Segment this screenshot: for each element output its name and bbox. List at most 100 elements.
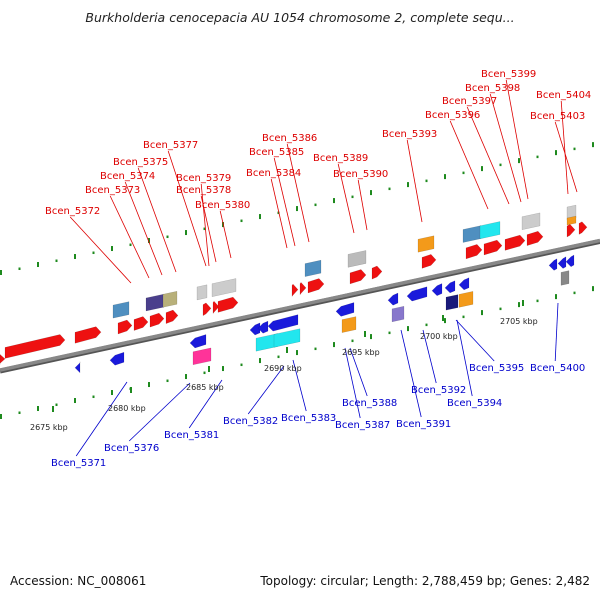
track-tick — [573, 147, 576, 151]
track-tick — [462, 171, 465, 175]
gene-label: Bcen_5380 — [195, 200, 250, 211]
gene-box — [391, 305, 405, 323]
track-tick — [333, 198, 335, 204]
track-tick — [111, 390, 113, 396]
leader-line — [286, 143, 310, 243]
gene-arrow — [217, 296, 239, 313]
gene-label: Bcen_5390 — [333, 169, 388, 180]
gene-label: Bcen_5371 — [51, 458, 106, 469]
gene-arrow — [109, 351, 125, 366]
gene-label: Bcen_5389 — [313, 153, 368, 164]
gene-label: Bcen_5382 — [223, 416, 278, 427]
gene-box — [192, 347, 212, 366]
track-tick — [18, 411, 21, 415]
track-tick — [592, 142, 594, 148]
leader-line — [200, 183, 210, 267]
gene-box — [145, 293, 165, 312]
gene-label: Bcen_5372 — [45, 206, 100, 217]
track-tick — [203, 371, 206, 375]
gene-label: Bcen_5398 — [465, 83, 520, 94]
scale-tick-label: 2705 kbp — [500, 317, 538, 326]
gene-box — [341, 316, 357, 333]
gene-label: Bcen_5377 — [143, 140, 198, 151]
leader-line — [69, 216, 132, 284]
track-tick — [462, 315, 465, 319]
gene-arrow — [189, 334, 207, 349]
track-tick — [370, 334, 372, 340]
scale-tick-mark — [442, 315, 444, 321]
track-guides — [0, 142, 594, 419]
gene-box — [566, 215, 577, 226]
track-tick — [333, 342, 335, 348]
scale-tick-mark — [52, 406, 54, 412]
gene-label: Bcen_5391 — [396, 419, 451, 430]
leader-line — [219, 210, 232, 259]
track-tick — [370, 190, 372, 196]
track-tick — [536, 155, 539, 159]
gene-arrow — [149, 312, 165, 328]
gene-label: Bcen_5378 — [176, 185, 231, 196]
gene-label: Bcen_5381 — [164, 430, 219, 441]
gene-label: Bcen_5385 — [249, 147, 304, 158]
leader-line — [449, 120, 489, 210]
leader-line — [344, 347, 361, 419]
gene-box — [196, 284, 208, 301]
scale-tick-label: 2685 kbp — [186, 383, 224, 392]
gene-box — [273, 328, 301, 348]
track-tick — [222, 366, 224, 372]
track-tick — [277, 211, 280, 215]
track-tick — [0, 270, 2, 275]
leader-line — [337, 163, 355, 234]
gene-arrow — [133, 316, 149, 331]
track-tick — [555, 294, 557, 300]
gene-label: Bcen_5396 — [425, 110, 480, 121]
gene-box — [162, 290, 178, 308]
leader-line — [357, 179, 368, 231]
gene-arrow — [371, 265, 383, 280]
track-tick — [555, 150, 557, 156]
gene-arrow — [526, 230, 544, 247]
gene-box — [347, 250, 367, 268]
track-tick — [37, 262, 39, 268]
track-tick — [518, 302, 520, 308]
leader-line — [75, 381, 128, 457]
track-tick — [444, 174, 446, 180]
track-tick — [240, 363, 243, 367]
gene-label: Bcen_5403 — [530, 111, 585, 122]
track-tick — [573, 291, 576, 295]
gene-label: Bcen_5379 — [176, 173, 231, 184]
leader-line — [400, 329, 422, 418]
chromosome-backbone — [0, 238, 600, 374]
gene-labels: Bcen_5372 Bcen_5373 Bcen_5374 Bcen_5375 Bcen… — [45, 69, 591, 469]
gene-label: Bcen_5399 — [481, 69, 536, 80]
leader-line — [124, 181, 163, 276]
track-tick — [259, 214, 261, 220]
gene-arrow — [299, 282, 307, 296]
track-tick — [55, 403, 58, 407]
track-tick — [277, 355, 280, 359]
gene-box — [521, 212, 541, 231]
gene-arrow — [566, 223, 576, 238]
leader-line — [137, 167, 177, 273]
track-tick — [240, 219, 243, 223]
gene-arrow — [421, 254, 437, 269]
scale-tick-mark — [208, 366, 210, 372]
track-tick — [536, 299, 539, 303]
leader-line — [406, 139, 423, 223]
track-tick — [166, 379, 169, 383]
map-title: Burkholderia cenocepacia AU 1054 chromos… — [85, 10, 515, 25]
track-tick — [314, 347, 317, 351]
leader-line — [455, 319, 495, 362]
gene-label: Bcen_5375 — [113, 157, 168, 168]
track-tick — [55, 259, 58, 263]
track-tick — [296, 350, 298, 356]
track-tick — [351, 195, 354, 199]
track-tick — [203, 227, 206, 231]
leader-line — [270, 178, 288, 249]
scale-tick-label: 2680 kbp — [108, 404, 146, 413]
gene-box — [445, 294, 459, 311]
track-tick — [259, 358, 261, 364]
track-tick — [148, 238, 150, 244]
gene-label: Bcen_5400 — [530, 363, 585, 374]
